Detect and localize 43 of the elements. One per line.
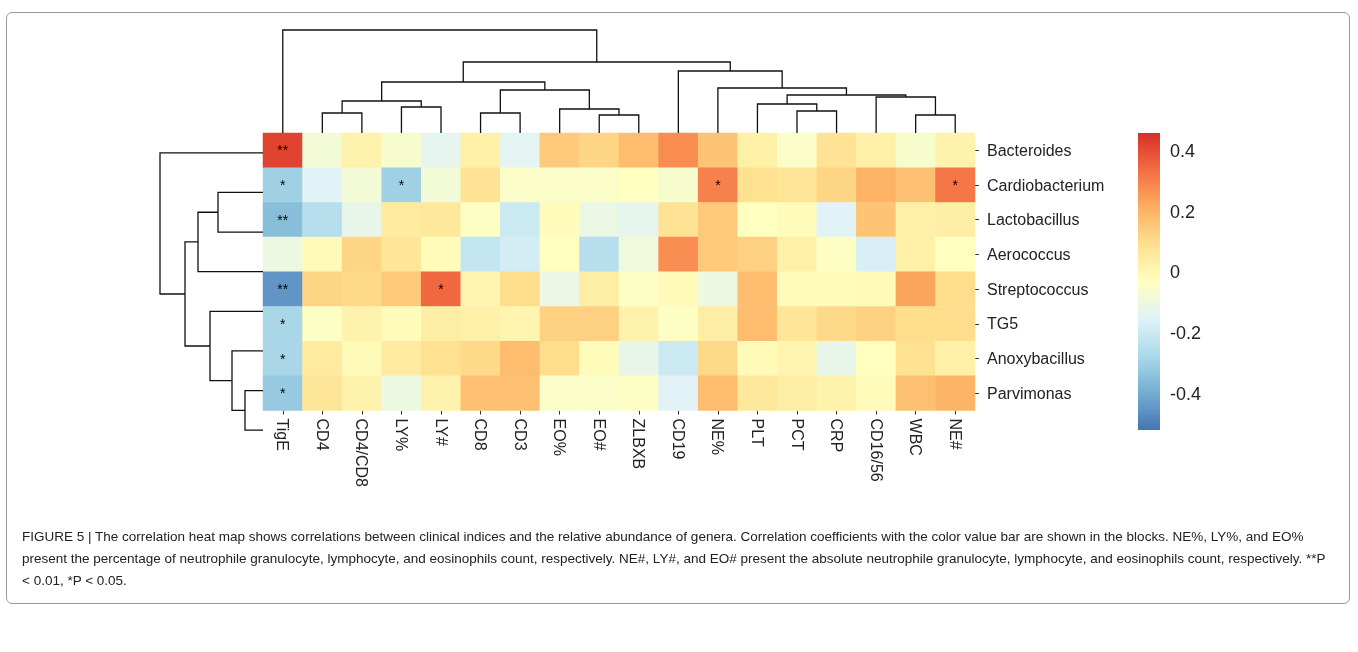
- x-tick-label: CD8: [472, 418, 490, 451]
- data-label: **: [277, 281, 289, 298]
- x-tick-label: ZLBXB: [630, 418, 648, 470]
- data-label: **: [277, 211, 289, 228]
- x-tick-label: LY%: [392, 418, 410, 452]
- data-label: *: [280, 350, 287, 367]
- data-label: **: [277, 142, 289, 159]
- color-bar-label: 0.4: [1170, 141, 1196, 162]
- x-tick-label: CD4/CD8: [353, 418, 371, 488]
- x-tick-label: CD19: [669, 418, 687, 460]
- color-bar-label: -0.2: [1170, 323, 1202, 344]
- y-tick-label: Cardiobacterium: [987, 176, 1105, 194]
- x-tick-label: CRP: [828, 418, 846, 453]
- y-tick-label: Lactobacillus: [987, 211, 1080, 229]
- x-tick-label: LY#: [432, 418, 450, 446]
- x-tick-label: WBC: [907, 418, 925, 456]
- y-tick-label: Bacteroides: [987, 141, 1072, 159]
- data-label: *: [280, 385, 287, 402]
- x-tick-label: EO%: [551, 418, 569, 456]
- x-tick-label: NE%: [709, 418, 727, 455]
- y-tick-label: Parvimonas: [987, 384, 1072, 402]
- x-tick-label: CD16/56: [867, 418, 885, 482]
- x-tick-label: TigE: [274, 418, 292, 451]
- x-tick-label: NE#: [946, 418, 964, 450]
- data-label: *: [280, 315, 287, 332]
- data-label: *: [398, 177, 405, 194]
- data-label: *: [715, 177, 722, 194]
- x-tick-label: PLT: [748, 418, 766, 447]
- color-bar-label: 0: [1170, 262, 1181, 283]
- y-tick-label: Streptococcus: [987, 280, 1089, 298]
- x-tick-label: PCT: [788, 418, 806, 451]
- caption: FIGURE 5 | The correlation heat map shows correlations between clinical indices and the relative abundance of genera. Correlation coefficients with the color value bar are shown in the blocks. NE%, LY%, and EO% present the percentage of neutrophile granulocyte, lymphocyte, and eosinophils count, respectively. NE#, LY#, and EO# present the absolute neutrophile granulocyte, lymphocyte, and eosinophils count, respectively. **P < 0.01, *P < 0.05.: [22, 528, 1327, 590]
- data-label: *: [280, 177, 287, 194]
- color-bar-label: 0.2: [1170, 201, 1196, 222]
- data-label: *: [438, 281, 445, 298]
- x-tick-label: EO#: [590, 418, 608, 451]
- y-tick-label: Aerococcus: [987, 245, 1071, 263]
- color-bar-label: -0.4: [1170, 383, 1202, 404]
- y-tick-label: Anoxybacillus: [987, 350, 1085, 367]
- y-tick-label: TG5: [987, 315, 1019, 333]
- data-label: *: [952, 177, 959, 194]
- x-tick-label: CD3: [511, 418, 529, 451]
- x-tick-label: CD4: [313, 418, 331, 451]
